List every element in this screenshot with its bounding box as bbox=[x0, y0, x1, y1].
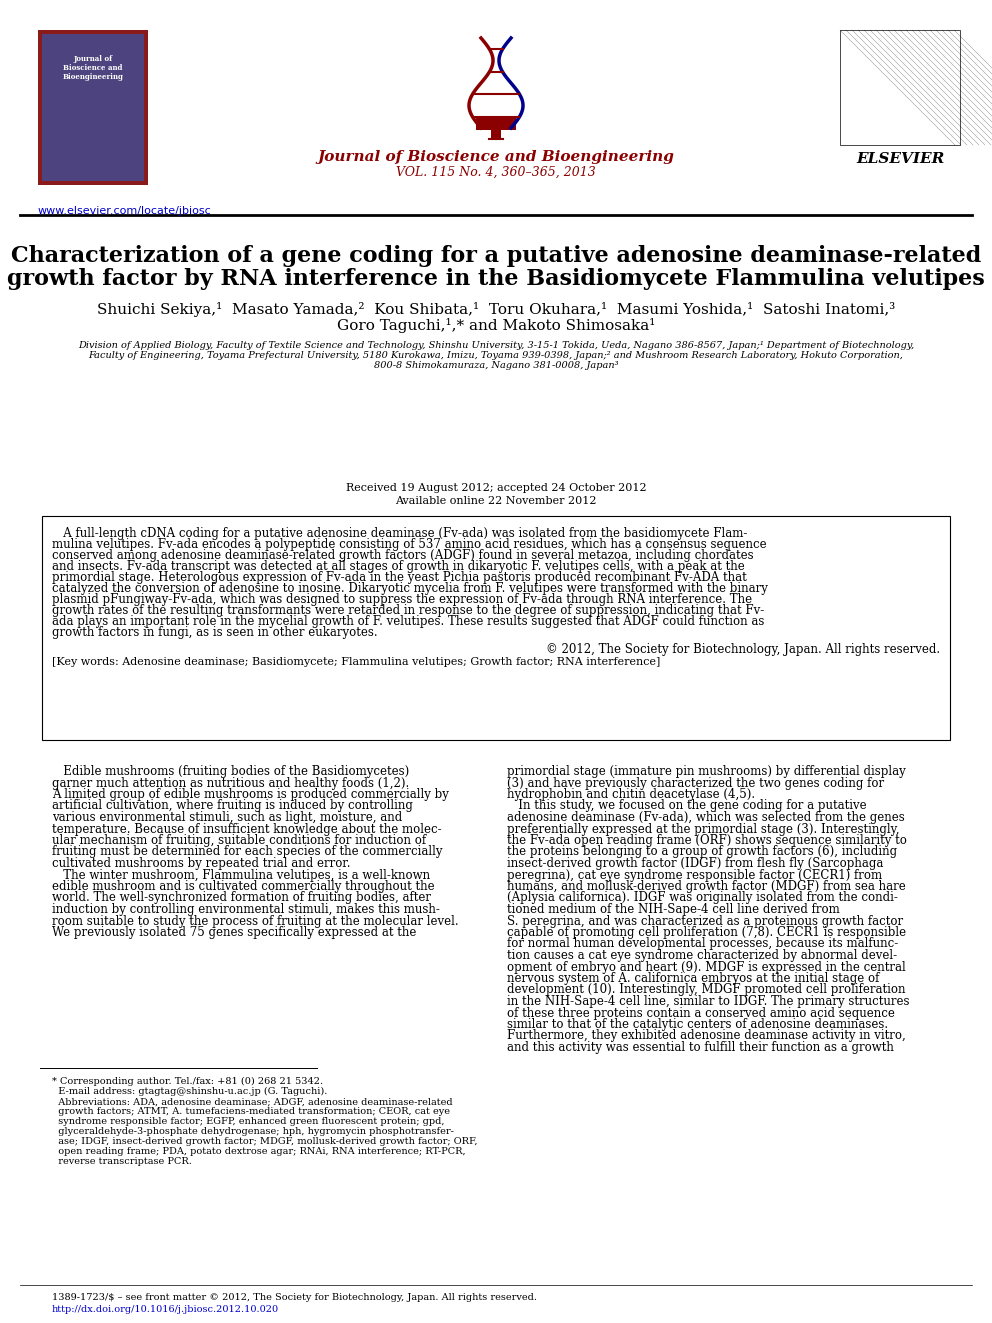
Bar bbox=[42, 34, 144, 181]
Text: Edible mushrooms (fruiting bodies of the Basidiomycetes): Edible mushrooms (fruiting bodies of the… bbox=[52, 765, 410, 778]
Text: Shuichi Sekiya,¹  Masato Yamada,²  Kou Shibata,¹  Toru Okuhara,¹  Masumi Yoshida: Shuichi Sekiya,¹ Masato Yamada,² Kou Shi… bbox=[97, 302, 895, 318]
Text: S. peregrina, and was characterized as a proteinous growth factor: S. peregrina, and was characterized as a… bbox=[507, 914, 903, 927]
Text: * Corresponding author. Tel./fax: +81 (0) 268 21 5342.: * Corresponding author. Tel./fax: +81 (0… bbox=[52, 1077, 323, 1086]
Text: and insects. Fv-ada transcript was detected at all stages of growth in dikaryoti: and insects. Fv-ada transcript was detec… bbox=[52, 560, 745, 573]
Text: opment of embryo and heart (9). MDGF is expressed in the central: opment of embryo and heart (9). MDGF is … bbox=[507, 960, 906, 974]
Bar bbox=[491, 130, 501, 138]
Text: primordial stage (immature pin mushrooms) by differential display: primordial stage (immature pin mushrooms… bbox=[507, 765, 906, 778]
Text: ELSEVIER: ELSEVIER bbox=[856, 152, 944, 165]
Text: adenosine deaminase (Fv-ada), which was selected from the genes: adenosine deaminase (Fv-ada), which was … bbox=[507, 811, 905, 824]
Text: Journal of
Bioscience and
Bioengineering: Journal of Bioscience and Bioengineering bbox=[62, 56, 123, 82]
Text: Furthermore, they exhibited adenosine deaminase activity in vitro,: Furthermore, they exhibited adenosine de… bbox=[507, 1029, 906, 1043]
Text: http://dx.doi.org/10.1016/j.jbiosc.2012.10.020: http://dx.doi.org/10.1016/j.jbiosc.2012.… bbox=[52, 1304, 279, 1314]
Text: mulina velutipes. Fv-ada encodes a polypeptide consisting of 537 amino acid resi: mulina velutipes. Fv-ada encodes a polyp… bbox=[52, 538, 767, 550]
Bar bbox=[476, 118, 516, 130]
Text: humans, and mollusk-derived growth factor (MDGF) from sea hare: humans, and mollusk-derived growth facto… bbox=[507, 880, 906, 893]
Text: plasmid pFungiway-Fv-ada, which was designed to suppress the expression of Fv-ad: plasmid pFungiway-Fv-ada, which was desi… bbox=[52, 593, 752, 606]
Text: cultivated mushrooms by repeated trial and error.: cultivated mushrooms by repeated trial a… bbox=[52, 857, 350, 871]
Text: Division of Applied Biology, Faculty of Textile Science and Technology, Shinshu : Division of Applied Biology, Faculty of … bbox=[78, 341, 914, 351]
Text: growth factor by RNA interference in the Basidiomycete Flammulina velutipes: growth factor by RNA interference in the… bbox=[7, 269, 985, 290]
Text: induction by controlling environmental stimuli, makes this mush-: induction by controlling environmental s… bbox=[52, 904, 439, 916]
Text: catalyzed the conversion of adenosine to inosine. Dikaryotic mycelia from F. vel: catalyzed the conversion of adenosine to… bbox=[52, 582, 768, 595]
Text: of these three proteins contain a conserved amino acid sequence: of these three proteins contain a conser… bbox=[507, 1007, 895, 1020]
Text: 800-8 Shimokamuraza, Nagano 381-0008, Japan³: 800-8 Shimokamuraza, Nagano 381-0008, Ja… bbox=[374, 361, 618, 370]
Text: growth factors in fungi, as is seen in other eukaryotes.: growth factors in fungi, as is seen in o… bbox=[52, 626, 378, 639]
Text: growth rates of the resulting transformants were retarded in response to the deg: growth rates of the resulting transforma… bbox=[52, 605, 764, 617]
Text: insect-derived growth factor (IDGF) from flesh fly (Sarcophaga: insect-derived growth factor (IDGF) from… bbox=[507, 857, 883, 871]
Text: Journal of Bioscience and Bioengineering: Journal of Bioscience and Bioengineering bbox=[317, 149, 675, 164]
Text: © 2012, The Society for Biotechnology, Japan. All rights reserved.: © 2012, The Society for Biotechnology, J… bbox=[546, 643, 940, 656]
Bar bbox=[840, 30, 960, 146]
Text: E-mail address: gtagtag@shinshu-u.ac.jp (G. Taguchi).: E-mail address: gtagtag@shinshu-u.ac.jp … bbox=[52, 1088, 327, 1097]
Text: (Aplysia californica). IDGF was originally isolated from the condi-: (Aplysia californica). IDGF was original… bbox=[507, 892, 898, 905]
Text: peregrina), cat eye syndrome responsible factor (CECR1) from: peregrina), cat eye syndrome responsible… bbox=[507, 868, 882, 881]
Text: artificial cultivation, where fruiting is induced by controlling: artificial cultivation, where fruiting i… bbox=[52, 799, 413, 812]
Text: VOL. 115 No. 4, 360–365, 2013: VOL. 115 No. 4, 360–365, 2013 bbox=[396, 165, 596, 179]
Text: [Key words: Adenosine deaminase; Basidiomycete; Flammulina velutipes; Growth fac: [Key words: Adenosine deaminase; Basidio… bbox=[52, 658, 661, 667]
Text: hydrophobin and chitin deacetylase (4,5).: hydrophobin and chitin deacetylase (4,5)… bbox=[507, 789, 755, 800]
Text: edible mushroom and is cultivated commercially throughout the: edible mushroom and is cultivated commer… bbox=[52, 880, 434, 893]
Text: nervous system of A. californica embryos at the initial stage of: nervous system of A. californica embryos… bbox=[507, 972, 879, 986]
Text: ase; IDGF, insect-derived growth factor; MDGF, mollusk-derived growth factor; OR: ase; IDGF, insect-derived growth factor;… bbox=[52, 1136, 477, 1146]
Text: ular mechanism of fruiting, suitable conditions for induction of: ular mechanism of fruiting, suitable con… bbox=[52, 833, 427, 847]
Text: (3) and have previously characterized the two genes coding for: (3) and have previously characterized th… bbox=[507, 777, 884, 790]
Text: fruiting must be determined for each species of the commercially: fruiting must be determined for each spe… bbox=[52, 845, 442, 859]
Text: in the NIH-Sape-4 cell line, similar to IDGF. The primary structures: in the NIH-Sape-4 cell line, similar to … bbox=[507, 995, 910, 1008]
Text: Faculty of Engineering, Toyama Prefectural University, 5180 Kurokawa, Imizu, Toy: Faculty of Engineering, Toyama Prefectur… bbox=[88, 351, 904, 360]
Text: tion causes a cat eye syndrome characterized by abnormal devel-: tion causes a cat eye syndrome character… bbox=[507, 949, 897, 962]
Text: the proteins belonging to a group of growth factors (6), including: the proteins belonging to a group of gro… bbox=[507, 845, 897, 859]
Text: Abbreviations: ADA, adenosine deaminase; ADGF, adenosine deaminase-related: Abbreviations: ADA, adenosine deaminase;… bbox=[52, 1097, 452, 1106]
Text: The winter mushroom, Flammulina velutipes, is a well-known: The winter mushroom, Flammulina velutipe… bbox=[52, 868, 431, 881]
Text: primordial stage. Heterologous expression of Fv-ada in the yeast Pichia pastoris: primordial stage. Heterologous expressio… bbox=[52, 572, 747, 583]
Text: temperature. Because of insufficient knowledge about the molec-: temperature. Because of insufficient kno… bbox=[52, 823, 441, 836]
Text: capable of promoting cell proliferation (7,8). CECR1 is responsible: capable of promoting cell proliferation … bbox=[507, 926, 906, 939]
Text: syndrome responsible factor; EGFP, enhanced green fluorescent protein; gpd,: syndrome responsible factor; EGFP, enhan… bbox=[52, 1117, 444, 1126]
Text: world. The well-synchronized formation of fruiting bodies, after: world. The well-synchronized formation o… bbox=[52, 892, 431, 905]
Bar bbox=[42, 516, 950, 740]
Text: In this study, we focused on the gene coding for a putative: In this study, we focused on the gene co… bbox=[507, 799, 867, 812]
Text: A full-length cDNA coding for a putative adenosine deaminase (Fv-ada) was isolat: A full-length cDNA coding for a putative… bbox=[52, 527, 747, 540]
Text: various environmental stimuli, such as light, moisture, and: various environmental stimuli, such as l… bbox=[52, 811, 402, 824]
Text: glyceraldehyde-3-phosphate dehydrogenase; hph, hygromycin phosphotransfer-: glyceraldehyde-3-phosphate dehydrogenase… bbox=[52, 1127, 454, 1136]
Text: open reading frame; PDA, potato dextrose agar; RNAi, RNA interference; RT-PCR,: open reading frame; PDA, potato dextrose… bbox=[52, 1147, 465, 1156]
Text: development (10). Interestingly, MDGF promoted cell proliferation: development (10). Interestingly, MDGF pr… bbox=[507, 983, 906, 996]
Text: and this activity was essential to fulfill their function as a growth: and this activity was essential to fulfi… bbox=[507, 1041, 894, 1054]
Text: for normal human developmental processes, because its malfunc-: for normal human developmental processes… bbox=[507, 938, 898, 950]
Text: garner much attention as nutritious and healthy foods (1,2).: garner much attention as nutritious and … bbox=[52, 777, 410, 790]
Text: Received 19 August 2012; accepted 24 October 2012: Received 19 August 2012; accepted 24 Oct… bbox=[345, 483, 647, 493]
Text: 1389-1723/$ – see front matter © 2012, The Society for Biotechnology, Japan. All: 1389-1723/$ – see front matter © 2012, T… bbox=[52, 1293, 537, 1302]
Bar bbox=[38, 30, 148, 185]
Text: room suitable to study the process of fruiting at the molecular level.: room suitable to study the process of fr… bbox=[52, 914, 458, 927]
Text: growth factors; ATMT, A. tumefaciens-mediated transformation; CEOR, cat eye: growth factors; ATMT, A. tumefaciens-med… bbox=[52, 1107, 450, 1117]
Text: conserved among adenosine deaminase-related growth factors (ADGF) found in sever: conserved among adenosine deaminase-rela… bbox=[52, 549, 754, 562]
Text: A limited group of edible mushrooms is produced commercially by: A limited group of edible mushrooms is p… bbox=[52, 789, 448, 800]
Text: similar to that of the catalytic centers of adenosine deaminases.: similar to that of the catalytic centers… bbox=[507, 1017, 888, 1031]
Text: We previously isolated 75 genes specifically expressed at the: We previously isolated 75 genes specific… bbox=[52, 926, 417, 939]
Text: www.elsevier.com/locate/jbiosc: www.elsevier.com/locate/jbiosc bbox=[38, 206, 211, 216]
Text: Characterization of a gene coding for a putative adenosine deaminase-related: Characterization of a gene coding for a … bbox=[11, 245, 981, 267]
Text: preferentially expressed at the primordial stage (3). Interestingly,: preferentially expressed at the primordi… bbox=[507, 823, 900, 836]
Text: the Fv-ada open reading frame (ORF) shows sequence similarity to: the Fv-ada open reading frame (ORF) show… bbox=[507, 833, 907, 847]
Text: reverse transcriptase PCR.: reverse transcriptase PCR. bbox=[52, 1158, 191, 1166]
Text: Available online 22 November 2012: Available online 22 November 2012 bbox=[395, 496, 597, 505]
Text: ada plays an important role in the mycelial growth of F. velutipes. These result: ada plays an important role in the mycel… bbox=[52, 615, 765, 628]
Text: Goro Taguchi,¹,* and Makoto Shimosaka¹: Goro Taguchi,¹,* and Makoto Shimosaka¹ bbox=[337, 318, 655, 333]
Text: tioned medium of the NIH-Sape-4 cell line derived from: tioned medium of the NIH-Sape-4 cell lin… bbox=[507, 904, 840, 916]
